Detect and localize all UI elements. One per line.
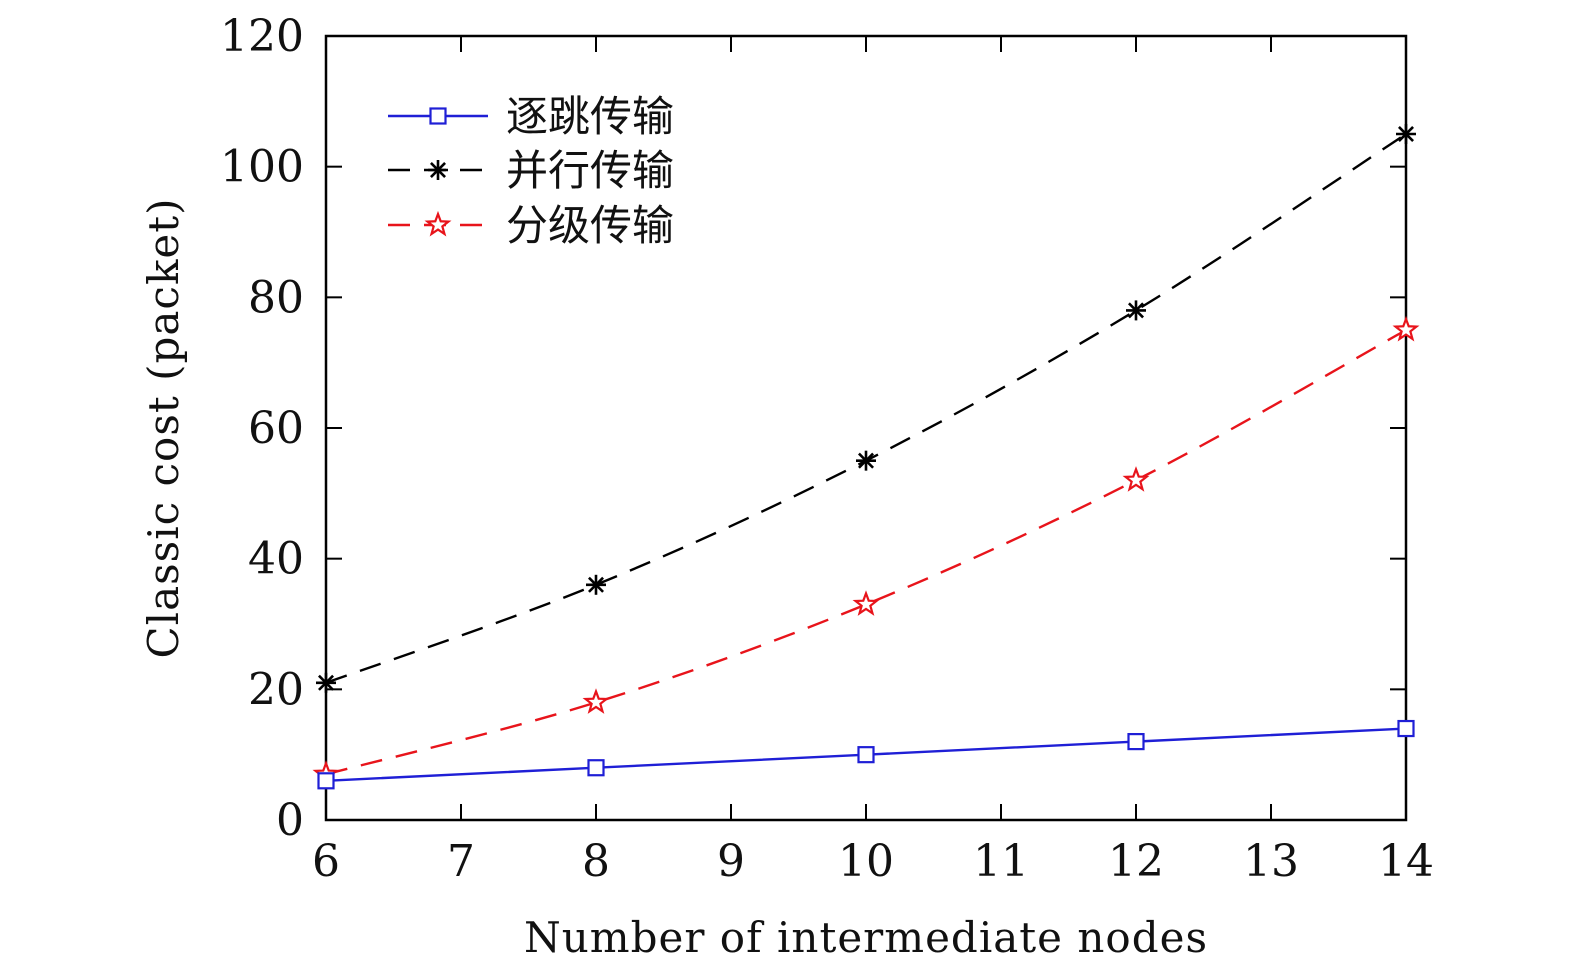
x-tick-label: 10 — [838, 836, 894, 887]
legend-item: 并行传输 — [388, 146, 674, 195]
x-tick-label: 14 — [1378, 836, 1434, 887]
asterisk-stroke — [858, 452, 874, 469]
data-point — [316, 672, 336, 693]
data-point — [1397, 719, 1415, 738]
legend-item: 分级传输 — [388, 201, 674, 250]
data-point — [582, 688, 610, 714]
y-tick-label: 100 — [220, 142, 304, 193]
asterisk-stroke — [430, 162, 446, 178]
y-axis-ticks: 0 20 40 60 80 100 120 — [220, 11, 1406, 846]
x-tick-label: 12 — [1108, 836, 1164, 887]
x-tick-label: 8 — [582, 836, 610, 887]
x-tick-label: 7 — [447, 836, 475, 887]
series-1 — [317, 719, 1415, 790]
x-tick-label: 13 — [1243, 836, 1299, 887]
y-axis-title: Classic cost (packet) — [139, 197, 188, 658]
legend-label: 逐跳传输 — [506, 92, 674, 141]
series-line — [325, 328, 1407, 776]
y-tick-label: 60 — [248, 403, 304, 454]
y-tick-label: 0 — [276, 795, 304, 846]
data-point — [586, 574, 606, 595]
legend-marker — [428, 160, 448, 180]
data-point — [1392, 315, 1420, 342]
x-axis-title: Number of intermediate nodes — [524, 913, 1208, 962]
legend-label: 并行传输 — [506, 146, 674, 195]
x-tick-label: 11 — [973, 836, 1029, 887]
legend-item: 逐跳传输 — [388, 92, 674, 141]
data-point — [1396, 124, 1416, 144]
data-point — [1122, 466, 1150, 492]
asterisk-stroke — [1128, 302, 1144, 319]
y-tick-label: 40 — [248, 534, 304, 585]
data-point — [317, 772, 335, 790]
legend-marker — [424, 210, 452, 237]
data-point — [1127, 732, 1145, 751]
x-tick-label: 6 — [312, 836, 340, 887]
legend-marker — [429, 107, 447, 125]
asterisk-stroke — [1398, 126, 1414, 142]
y-tick-label: 120 — [220, 11, 304, 62]
data-point — [857, 746, 875, 764]
data-point — [1126, 300, 1146, 321]
y-tick-label: 80 — [248, 272, 304, 323]
y-tick-label: 20 — [248, 664, 304, 715]
legend-label: 分级传输 — [506, 201, 674, 250]
data-point — [852, 590, 880, 616]
x-axis-ticks: 6 7 8 9 10 11 12 13 14 — [312, 36, 1434, 887]
asterisk-stroke — [318, 674, 334, 691]
data-point — [856, 450, 876, 471]
series-2 — [316, 124, 1416, 693]
data-point — [587, 759, 605, 777]
x-tick-label: 9 — [717, 836, 745, 887]
asterisk-stroke — [588, 576, 604, 593]
series-layer — [312, 124, 1420, 790]
